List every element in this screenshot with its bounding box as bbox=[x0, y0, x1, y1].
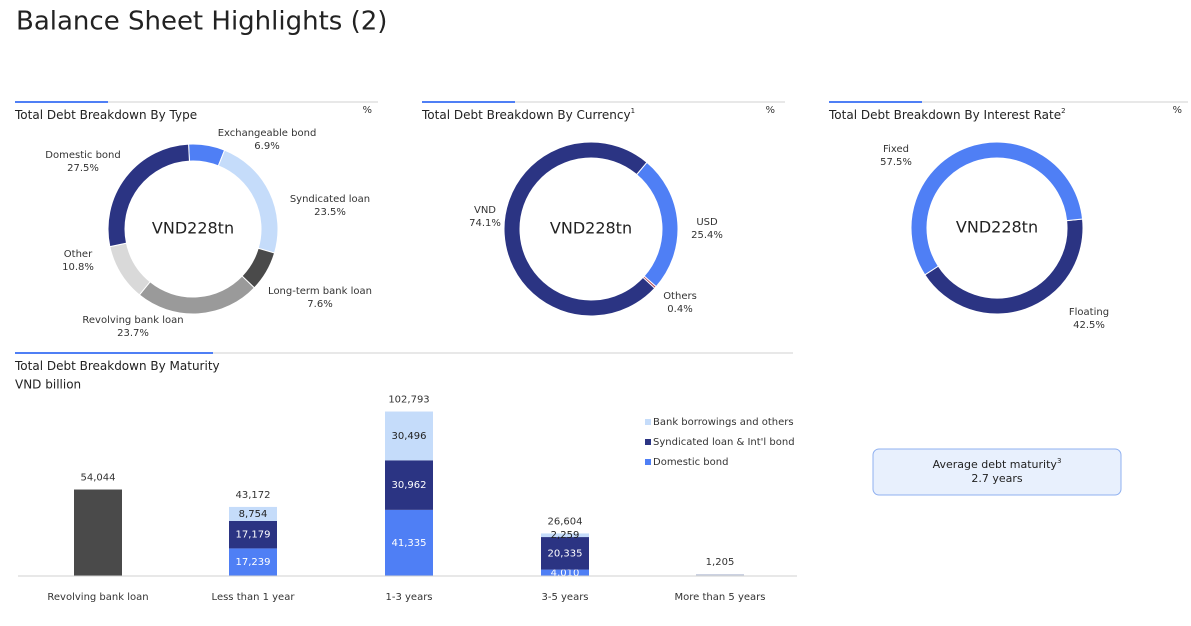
donut-segment bbox=[138, 275, 256, 315]
segment-value: 25.4% bbox=[691, 230, 723, 241]
segment-value: 23.7% bbox=[117, 328, 149, 339]
x-tick-label: More than 5 years bbox=[675, 592, 766, 603]
bar-segment bbox=[541, 537, 589, 570]
total-label: 1,205 bbox=[706, 557, 735, 568]
note-text: Average debt maturity bbox=[933, 458, 1058, 471]
legend-label: Bank borrowings and others bbox=[653, 417, 794, 428]
unit-label: % bbox=[362, 105, 372, 116]
donut-segment bbox=[503, 141, 656, 317]
segment-label: 4,010 bbox=[551, 568, 580, 579]
page-title: Balance Sheet Highlights (2) bbox=[16, 7, 387, 37]
bar-segment bbox=[541, 533, 589, 538]
segment-value: 10.8% bbox=[62, 262, 94, 273]
segment-label: 8,754 bbox=[239, 509, 268, 520]
chart-title: Total Debt Breakdown By Type bbox=[14, 108, 197, 122]
title-text: Total Debt Breakdown By Interest Rate bbox=[828, 108, 1061, 122]
segment-name: Domestic bond bbox=[45, 150, 120, 161]
donut-segment bbox=[107, 143, 190, 248]
legend-label: Syndicated loan & Int'l bond bbox=[653, 437, 795, 448]
segment-value: 27.5% bbox=[67, 163, 99, 174]
bar-segment bbox=[229, 520, 277, 549]
segment-name: Exchangeable bond bbox=[218, 128, 317, 139]
segment-name: Revolving bank loan bbox=[82, 315, 183, 326]
note-box bbox=[872, 448, 1122, 496]
segment-name: USD bbox=[696, 217, 718, 228]
segment-label: 17,179 bbox=[236, 530, 271, 541]
segment-label: 30,496 bbox=[392, 431, 427, 442]
segment-label: 17,239 bbox=[236, 557, 271, 568]
donut-segment bbox=[635, 161, 679, 288]
unit-label: % bbox=[1172, 105, 1182, 116]
title-text: Total Debt Breakdown By Maturity bbox=[14, 359, 220, 373]
x-tick-label: Revolving bank loan bbox=[47, 592, 148, 603]
donut-segment bbox=[910, 141, 1084, 276]
segment-name: Fixed bbox=[883, 144, 909, 155]
chart-title: Total Debt Breakdown By Currency1 bbox=[421, 107, 635, 122]
bar-segment bbox=[229, 506, 277, 521]
segment-name: Other bbox=[64, 249, 93, 260]
chart-title: Total Debt Breakdown By Maturity bbox=[14, 359, 220, 373]
bar-segment bbox=[385, 460, 433, 510]
bar-segment bbox=[541, 569, 589, 576]
segment-name: Others bbox=[663, 291, 697, 302]
segment-label: 2,259 bbox=[551, 530, 580, 541]
bar-segment bbox=[385, 509, 433, 576]
segment-label: 20,335 bbox=[548, 548, 583, 559]
donut-segment bbox=[109, 242, 151, 296]
total-label: 26,604 bbox=[548, 516, 583, 527]
total-label: 102,793 bbox=[388, 395, 429, 406]
title-note: 1 bbox=[631, 107, 635, 115]
y-axis-label: VND billion bbox=[15, 378, 81, 392]
bar-segment bbox=[385, 411, 433, 461]
segment-name: Long-term bank loan bbox=[268, 286, 372, 297]
title-note: 2 bbox=[1061, 107, 1065, 115]
note-sup: 3 bbox=[1057, 457, 1061, 465]
legend-label: Domestic bond bbox=[653, 457, 728, 468]
note-label: Average debt maturity3 bbox=[933, 457, 1062, 471]
title-text: Total Debt Breakdown By Type bbox=[14, 108, 197, 122]
segment-name: VND bbox=[474, 205, 496, 216]
segment-value: 0.4% bbox=[667, 304, 692, 315]
segment-value: 42.5% bbox=[1073, 320, 1105, 331]
legend-swatch bbox=[645, 439, 651, 445]
x-tick-label: 1-3 years bbox=[385, 592, 432, 603]
segment-value: 57.5% bbox=[880, 157, 912, 168]
bar-segment bbox=[229, 548, 277, 576]
note-value: 2.7 years bbox=[971, 472, 1023, 485]
unit-label: % bbox=[765, 105, 775, 116]
segment-name: Floating bbox=[1069, 307, 1109, 318]
segment-value: 23.5% bbox=[314, 207, 346, 218]
bar bbox=[74, 489, 122, 576]
x-tick-label: 3-5 years bbox=[541, 592, 588, 603]
center-label: VND228tn bbox=[550, 219, 632, 238]
total-label: 43,172 bbox=[236, 490, 271, 501]
segment-value: 6.9% bbox=[254, 141, 279, 152]
legend-swatch bbox=[645, 459, 651, 465]
donut-segment bbox=[217, 149, 279, 254]
x-tick-label: Less than 1 year bbox=[212, 592, 296, 603]
legend-swatch bbox=[645, 419, 651, 425]
bar bbox=[696, 574, 744, 576]
segment-label: 41,335 bbox=[392, 538, 427, 549]
title-text: Total Debt Breakdown By Currency bbox=[421, 108, 631, 122]
total-label: 54,044 bbox=[81, 473, 116, 484]
chart-title: Total Debt Breakdown By Interest Rate2 bbox=[828, 107, 1066, 122]
segment-label: 30,962 bbox=[392, 480, 427, 491]
segment-name: Syndicated loan bbox=[290, 194, 370, 205]
segment-value: 74.1% bbox=[469, 218, 501, 229]
center-label: VND228tn bbox=[956, 218, 1038, 237]
center-label: VND228tn bbox=[152, 219, 234, 238]
segment-value: 7.6% bbox=[307, 299, 332, 310]
